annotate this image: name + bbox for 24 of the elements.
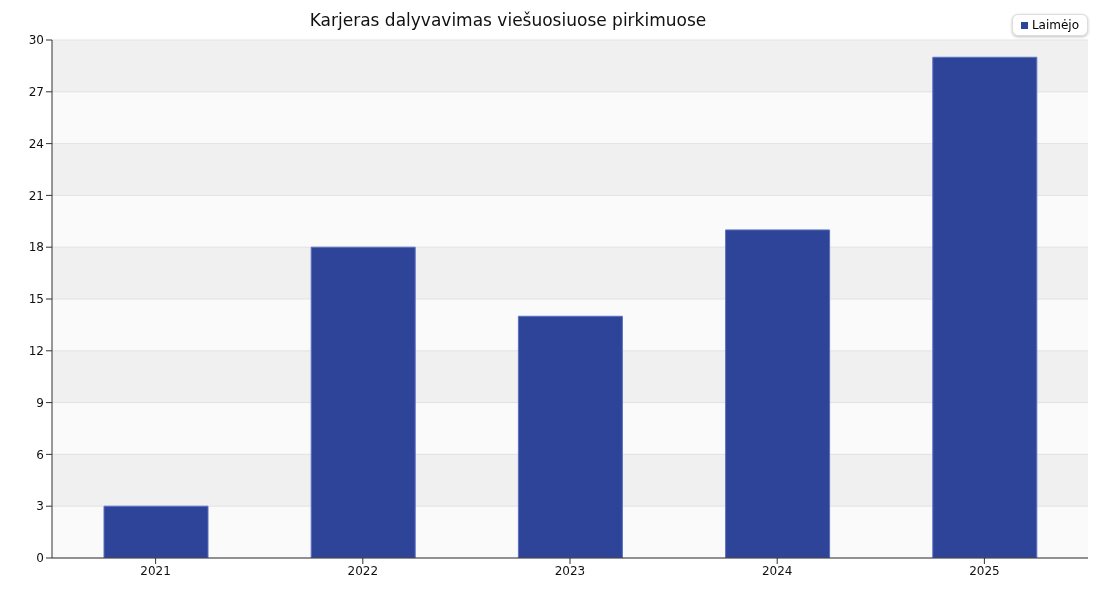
legend-label: Laimėjo: [1031, 18, 1079, 32]
bar: [310, 246, 416, 558]
chart-title: Karjeras dalyvavimas viešuosiuose pirkimuose: [308, 10, 708, 30]
bar: [103, 505, 209, 558]
y-tick-label: 27: [28, 85, 44, 100]
x-tick-label: 2023: [554, 563, 586, 578]
y-tick-label: 9: [36, 395, 44, 410]
legend-box: Laimėjo: [1011, 14, 1088, 36]
y-tick-label: 24: [28, 136, 44, 151]
y-tick-label: 18: [28, 240, 44, 255]
y-tick-label: 12: [28, 344, 44, 359]
y-tick-label: 6: [36, 447, 44, 462]
x-tick-label: 2025: [969, 563, 1000, 578]
y-tick-label: 15: [28, 292, 44, 307]
bar: [725, 229, 831, 558]
y-tick-label: 0: [36, 551, 44, 566]
x-tick-label: 2022: [347, 563, 379, 578]
bar: [932, 56, 1038, 558]
x-tick-label: 2024: [761, 563, 793, 578]
y-tick-label: 3: [36, 499, 44, 514]
x-tick-label: 2021: [140, 563, 171, 578]
y-tick-label: 21: [28, 188, 44, 203]
y-tick-label: 30: [28, 33, 44, 48]
bar: [517, 315, 623, 558]
